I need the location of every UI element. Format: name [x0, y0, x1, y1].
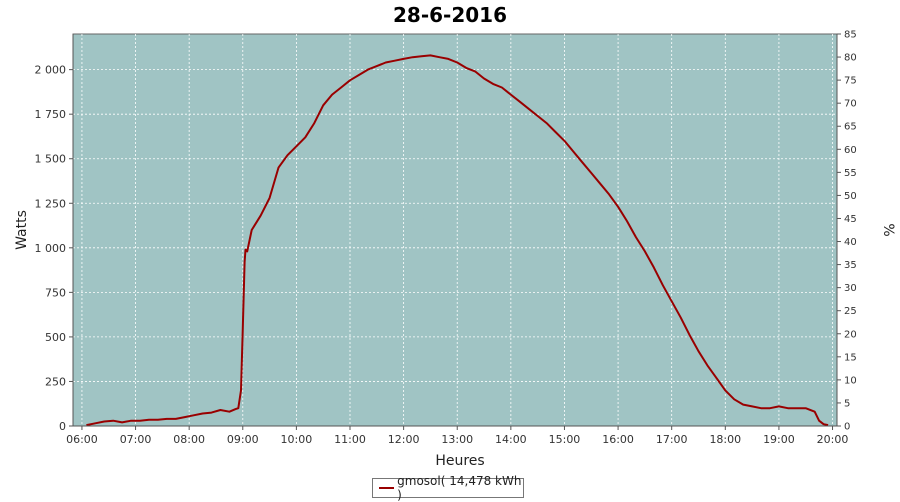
y2-tick-label: 40	[844, 237, 857, 248]
y-tick-label: 250	[45, 375, 66, 388]
right-axis: 0 5 10 15 20 25 30 35 40 45 50 55 60 65 70 75 80 85	[836, 30, 857, 433]
legend: gmosol( 14,478 kWh )	[372, 474, 524, 502]
horizontal-gridlines	[73, 69, 837, 382]
y-tick-label: 0	[59, 420, 66, 433]
y2-tick-label: 35	[844, 260, 857, 271]
y-tick-label: 500	[45, 331, 66, 344]
legend-label: gmosol( 14,478 kWh )	[397, 474, 522, 502]
y-tick-label: 1 750	[35, 108, 67, 121]
y2-axis-label: %	[880, 223, 896, 236]
y2-tick-label: 80	[844, 53, 857, 64]
series-layer	[86, 54, 829, 427]
x-tick-label: 12:00	[388, 433, 420, 446]
y2-tick-label: 25	[844, 306, 857, 317]
legend-swatch	[379, 487, 395, 489]
x-tick-label: 19:00	[763, 433, 795, 446]
y2-tick-label: 50	[844, 191, 857, 202]
plot-background	[72, 33, 838, 427]
x-tick-label: 17:00	[656, 433, 688, 446]
x-tick-label: 16:00	[602, 433, 634, 446]
series-line-0	[86, 54, 829, 427]
y2-tick-label: 45	[844, 214, 857, 225]
y2-tick-label: 10	[844, 375, 857, 386]
x-tick-label: 15:00	[549, 433, 581, 446]
left-axis: 0 250 500 750 1 000 1 250 1 500 1 750 2 000	[35, 34, 74, 433]
x-tick-label: 13:00	[441, 433, 473, 446]
plot-area	[72, 33, 838, 427]
y2-tick-label: 85	[844, 30, 857, 41]
vertical-gridlines	[81, 34, 833, 426]
y2-tick-label: 75	[844, 76, 857, 87]
y-tick-label: 750	[45, 286, 66, 299]
bottom-axis: 06:00 07:00 08:00 09:00 10:00 11:00 12:00 13:00…	[66, 425, 849, 446]
y2-tick-label: 5	[844, 398, 850, 409]
y-tick-label: 1 250	[35, 197, 67, 210]
x-tick-label: 09:00	[227, 433, 259, 446]
x-tick-label: 18:00	[709, 433, 741, 446]
y2-tick-label: 30	[844, 283, 857, 294]
x-tick-label: 08:00	[173, 433, 205, 446]
y2-tick-label: 60	[844, 145, 857, 156]
y-axis-label: Watts	[14, 210, 30, 250]
y2-tick-label: 65	[844, 122, 857, 133]
y2-tick-label: 15	[844, 352, 857, 363]
x-axis-label: Heures	[435, 453, 484, 469]
x-tick-label: 11:00	[334, 433, 366, 446]
y2-tick-label: 0	[844, 422, 850, 433]
y2-tick-label: 55	[844, 168, 857, 179]
y2-tick-label: 20	[844, 329, 857, 340]
y-tick-label: 1 500	[35, 153, 67, 166]
x-tick-label: 06:00	[66, 433, 98, 446]
y-tick-label: 2 000	[35, 64, 67, 77]
chart-title: 28-6-2016	[393, 3, 507, 27]
y-tick-label: 1 000	[35, 242, 67, 255]
x-tick-label: 07:00	[120, 433, 152, 446]
x-tick-label: 14:00	[495, 433, 527, 446]
x-tick-label: 10:00	[281, 433, 313, 446]
x-tick-label: 20:00	[817, 433, 849, 446]
y2-tick-label: 70	[844, 99, 857, 110]
